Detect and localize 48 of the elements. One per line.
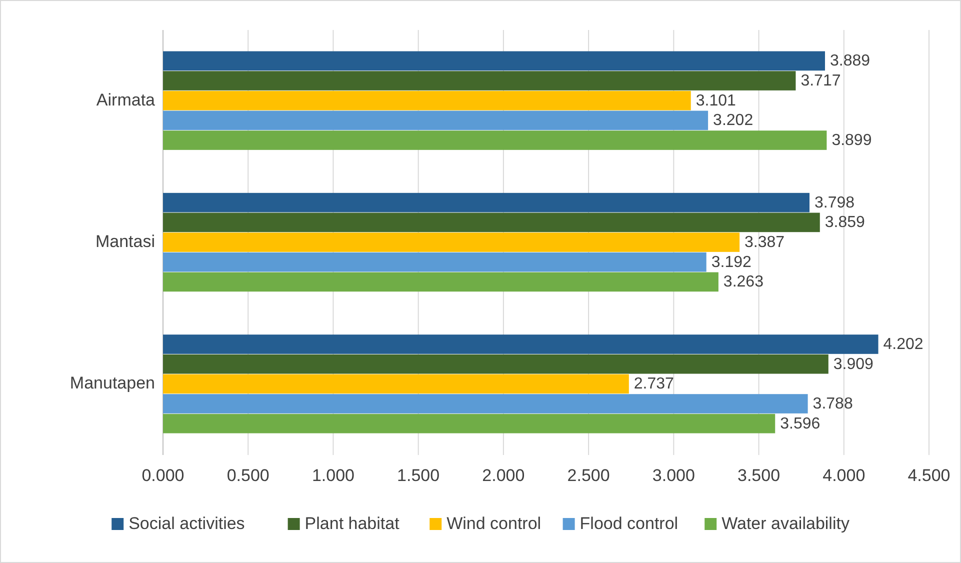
data-label: 2.737	[634, 376, 674, 393]
data-label: 3.859	[824, 214, 866, 232]
data-label: 4.202	[883, 336, 924, 353]
data-label: 3.101	[696, 92, 736, 110]
data-label: 3.899	[832, 132, 872, 149]
bar	[163, 394, 808, 414]
y-tick-label: Airmata	[96, 90, 156, 110]
legend-label: Social activities	[128, 514, 245, 533]
bar	[163, 272, 718, 292]
data-label: 3.263	[723, 274, 764, 291]
x-tick-label: 0.500	[226, 466, 270, 485]
x-tick-label: 2.500	[567, 466, 610, 485]
bar	[163, 334, 878, 354]
x-tick-label: 4.000	[822, 466, 866, 485]
bar	[163, 192, 810, 212]
bar	[163, 232, 740, 252]
data-label: 3.387	[744, 234, 785, 251]
data-label: 3.717	[800, 72, 841, 90]
x-tick-label: 3.500	[738, 466, 780, 485]
x-tick-label: 1.500	[397, 466, 440, 485]
bar	[163, 110, 708, 130]
bar	[163, 354, 828, 374]
data-label: 3.909	[833, 356, 874, 373]
legend-label: Wind control	[446, 514, 542, 533]
x-tick-label: 4.500	[908, 466, 950, 485]
bar	[163, 130, 827, 150]
x-tick-label: 1.000	[312, 466, 354, 485]
x-tick-label: 2.000	[482, 466, 525, 485]
data-label: 3.192	[711, 254, 752, 271]
data-label: 3.798	[814, 194, 855, 212]
data-label: 3.596	[780, 415, 820, 432]
x-tick-label: 3.000	[652, 466, 695, 485]
bar	[163, 71, 796, 90]
bar	[163, 414, 776, 434]
x-tick-label: 0.000	[142, 466, 184, 485]
bar	[163, 51, 825, 71]
y-tick-label: Manutapen	[70, 374, 155, 393]
data-label: 3.788	[812, 396, 853, 412]
data-label: 3.889	[830, 52, 870, 70]
bar	[163, 90, 691, 110]
y-tick-label: Mantasi	[95, 232, 155, 251]
legend-label: Flood control	[580, 514, 678, 533]
bar	[163, 252, 706, 272]
bar	[163, 212, 820, 232]
legend-label: Plant habitat	[304, 514, 400, 533]
data-label: 3.202	[713, 112, 754, 130]
legend-label: Water availability	[722, 514, 850, 533]
bar	[163, 374, 629, 394]
